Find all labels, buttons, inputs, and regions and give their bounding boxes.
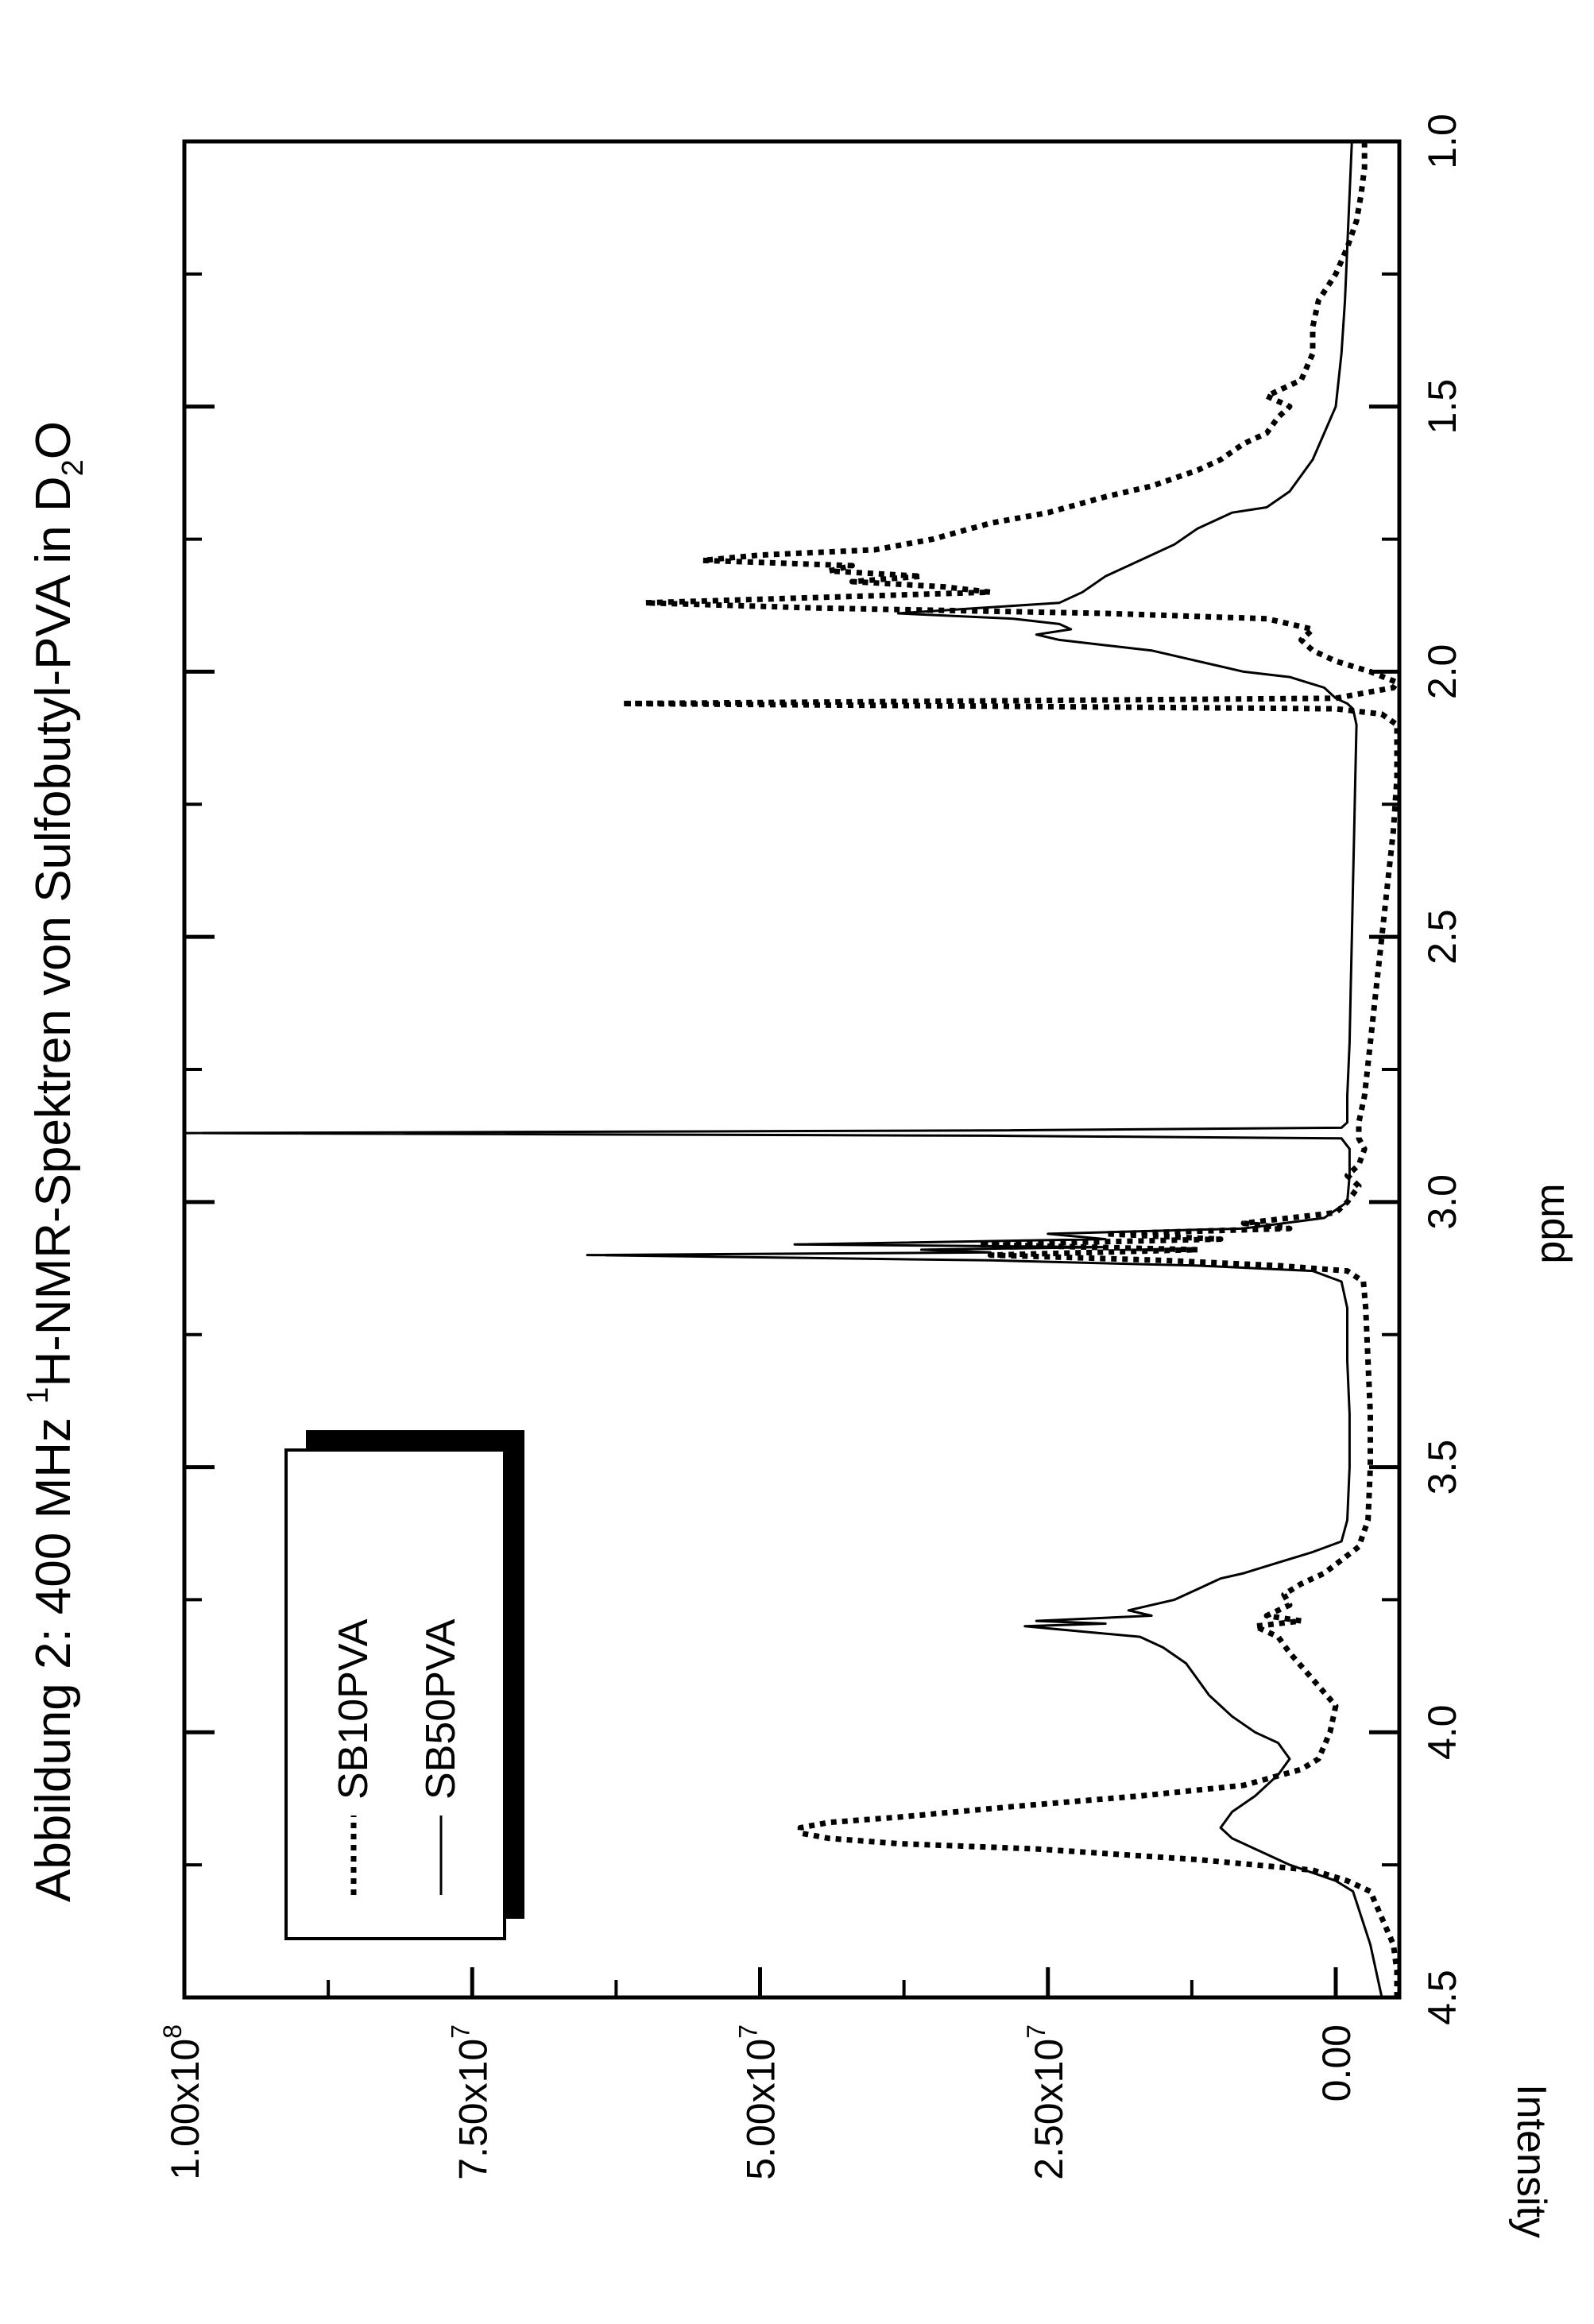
x-tick-label: 1.0: [1420, 114, 1464, 169]
y-tick-label: 5.00x107: [734, 2024, 783, 2180]
y-tick-label: 1.00x108: [158, 2024, 207, 2180]
x-tick-label: 4.0: [1420, 1705, 1464, 1761]
x-tick-label: 4.5: [1420, 1970, 1464, 2025]
y-tick-label: 7.50x107: [446, 2024, 495, 2180]
series-sb10pva: [622, 141, 1397, 1997]
x-tick-label: 3.0: [1420, 1174, 1464, 1230]
x-axis-label: ppm: [1527, 1183, 1573, 1263]
x-tick-label: 3.5: [1420, 1440, 1464, 1495]
legend-label-sb50pva: SB50PVA: [418, 1618, 464, 1800]
chart-title: Abbildung 2: 400 MHz 1H-NMR-Spektren von…: [21, 421, 90, 1902]
y-axis-label: Intensity: [1508, 2084, 1554, 2238]
legend-label-sb10pva: SB10PVA: [331, 1618, 377, 1800]
x-tick-label: 2.0: [1420, 644, 1464, 700]
legend-box: [286, 1450, 505, 1939]
x-tick-label: 2.5: [1420, 909, 1464, 965]
y-tick-label: 0.00: [1314, 2024, 1359, 2102]
x-tick-label: 1.5: [1420, 379, 1464, 435]
legend: SB10PVA SB50PVA: [286, 1430, 524, 1939]
y-tick-label: 2.50x107: [1022, 2024, 1071, 2180]
